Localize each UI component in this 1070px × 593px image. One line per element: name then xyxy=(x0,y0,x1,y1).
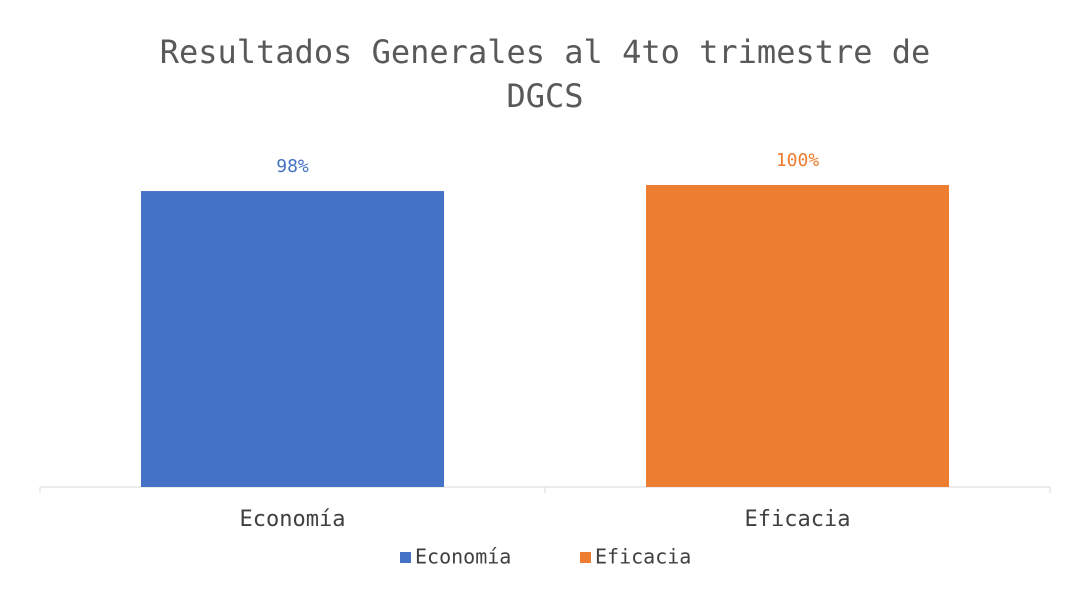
legend-swatch xyxy=(580,552,591,563)
legend-label: Eficacia xyxy=(595,545,691,569)
data-label: 100% xyxy=(776,150,820,171)
x-tick-label: Eficacia xyxy=(745,507,851,532)
x-tick-label: Economía xyxy=(240,507,346,532)
bar xyxy=(141,191,444,488)
bar xyxy=(646,185,949,487)
data-label: 98% xyxy=(276,156,309,177)
legend-label: Economía xyxy=(415,545,511,569)
chart-title: Resultados Generales al 4to trimestre de… xyxy=(159,33,931,115)
legend-swatch xyxy=(400,552,411,563)
